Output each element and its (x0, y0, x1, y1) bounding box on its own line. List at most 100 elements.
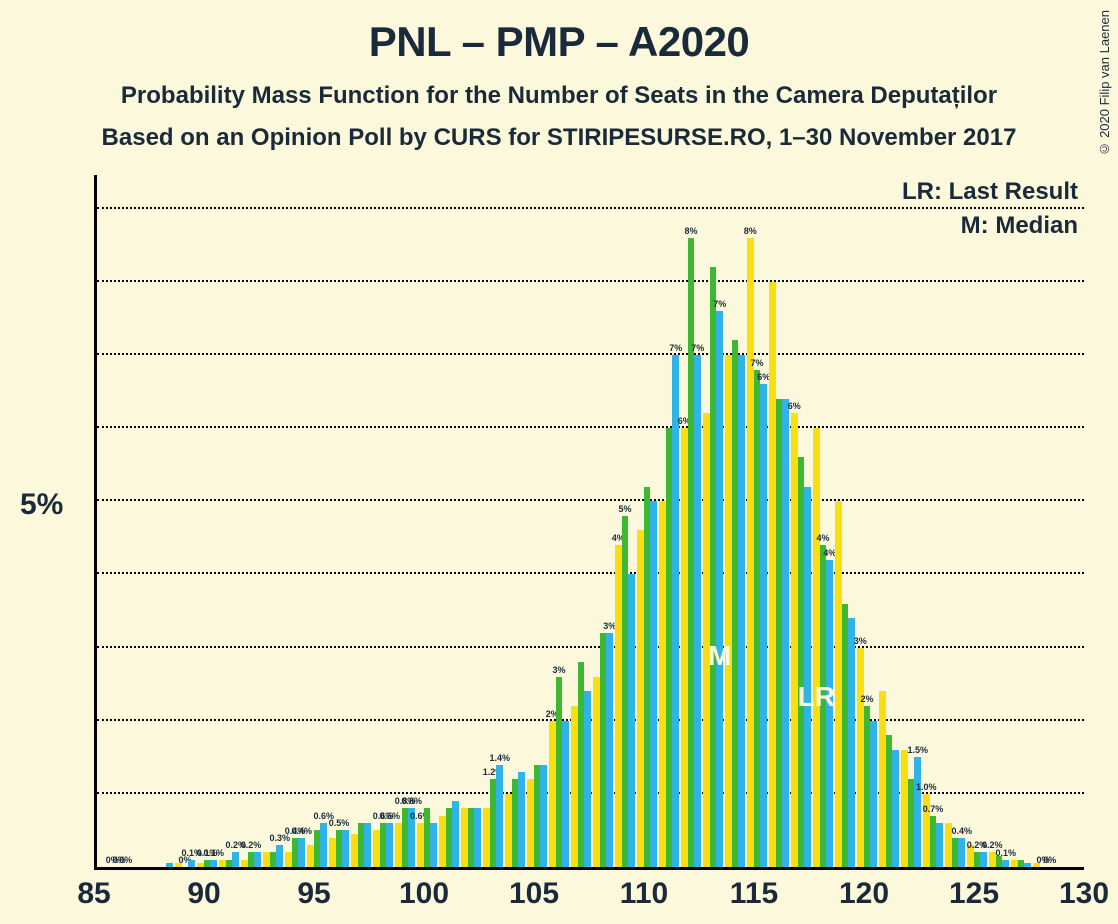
bar (769, 282, 776, 867)
bar: 1.4% (496, 765, 503, 867)
bar-value-label: 1.0% (916, 782, 937, 794)
bar-group: 0%0% (1033, 863, 1053, 867)
x-axis-tick-label: 100 (399, 877, 449, 911)
bar (725, 355, 732, 867)
bar-group: 1.2%1.4% (483, 765, 503, 867)
bar (219, 860, 226, 867)
bar-group (505, 772, 525, 867)
bar-value-label: 7% (713, 299, 726, 311)
bar (870, 721, 877, 867)
bar (571, 706, 578, 867)
bar (593, 677, 600, 867)
bar-value-label: 4% (816, 533, 829, 545)
gridline (97, 499, 1084, 501)
x-axis-tick-label: 110 (620, 877, 668, 911)
bar (474, 808, 481, 867)
bar (505, 794, 512, 867)
bar-group: 0.6%0.6% (373, 823, 393, 867)
x-axis-tick-label: 115 (730, 877, 778, 911)
gridline (97, 572, 1084, 574)
bar: 0.4% (292, 838, 299, 867)
bar-value-label: 3% (854, 636, 867, 648)
plot-region: 0%0%0%0%0.1%0.1%0.1%0.2%0.2%0.3%0.4%0.4%… (94, 175, 1084, 870)
bar (395, 823, 402, 867)
bar (166, 863, 173, 867)
bar-group: 0.4%0.4% (285, 838, 305, 867)
bar (461, 808, 468, 867)
bar: 0.1% (210, 860, 217, 867)
bar: 2% (549, 721, 556, 867)
bar (342, 830, 349, 867)
bar-group: 4%5% (615, 516, 635, 867)
bar-group: 3% (593, 633, 613, 867)
bar: 0.2% (248, 852, 255, 867)
bar (835, 501, 842, 867)
bar-group: 8%7%6% (747, 238, 767, 867)
bar (1024, 863, 1031, 867)
gridline (97, 280, 1084, 282)
bar (703, 413, 710, 867)
bar-group: 0.2% (241, 852, 261, 867)
bar-value-label: 0.2% (241, 840, 262, 852)
bar (901, 750, 908, 867)
bar (314, 830, 321, 867)
bar-value-label: 6% (788, 401, 801, 413)
chart-title: PNL – PMP – A2020 (0, 18, 1118, 66)
bar (512, 779, 519, 867)
bar: 0.6% (380, 823, 387, 867)
bar-value-label: 0% (1043, 855, 1056, 867)
bar: 0.6% (320, 823, 327, 867)
bar (666, 428, 673, 867)
bar: 0.4% (958, 838, 965, 867)
bar (518, 772, 525, 867)
bar-group (527, 765, 547, 867)
bar (628, 574, 635, 867)
x-axis-tick-label: 125 (949, 877, 999, 911)
bar-group: 6% (791, 413, 811, 867)
bar (439, 816, 446, 867)
bar (650, 501, 657, 867)
chart-subtitle-2: Based on an Opinion Poll by CURS for STI… (0, 124, 1118, 152)
bar: 6% (791, 413, 798, 867)
bar-value-label: 7% (750, 358, 763, 370)
bar-group: 0.6% (307, 823, 327, 867)
bar: 7% (694, 355, 701, 867)
bar (483, 808, 490, 867)
bar (285, 852, 292, 867)
bar: 0.3% (276, 845, 283, 867)
bar (732, 340, 739, 867)
y-axis-tick-label: 5% (20, 488, 63, 522)
bar: 4% (615, 545, 622, 867)
bar (364, 823, 371, 867)
bar-group (725, 340, 745, 867)
bar (424, 808, 431, 867)
bar (534, 765, 541, 867)
bar-group (1011, 860, 1031, 867)
bar (226, 860, 233, 867)
bar: 7% (672, 355, 679, 867)
bar (980, 852, 987, 867)
bar: 3% (556, 677, 563, 867)
bar: 5% (622, 516, 629, 867)
bar-value-label: 2% (860, 694, 873, 706)
bar: 6% (760, 384, 767, 867)
bar: 0.6% (386, 823, 393, 867)
x-axis-tick-label: 130 (1059, 877, 1109, 911)
gridline (97, 426, 1084, 428)
bar-group: 7% (703, 267, 723, 867)
bar (738, 355, 745, 867)
bar-group (637, 487, 657, 867)
bar: 0.2% (232, 852, 239, 867)
gridline (97, 353, 1084, 355)
bar: 8% (688, 238, 695, 867)
bar: 0.1% (188, 860, 195, 867)
bar-value-label: 0.1% (995, 848, 1016, 860)
bar (936, 823, 943, 867)
chart-subtitle-1: Probability Mass Function for the Number… (0, 82, 1118, 110)
bar-group: 0.3% (263, 845, 283, 867)
bar-value-label: 0.5% (329, 818, 350, 830)
bar: 3% (857, 648, 864, 867)
bar (329, 838, 336, 867)
bar: 0.7% (930, 816, 937, 867)
bar-group (439, 801, 459, 867)
